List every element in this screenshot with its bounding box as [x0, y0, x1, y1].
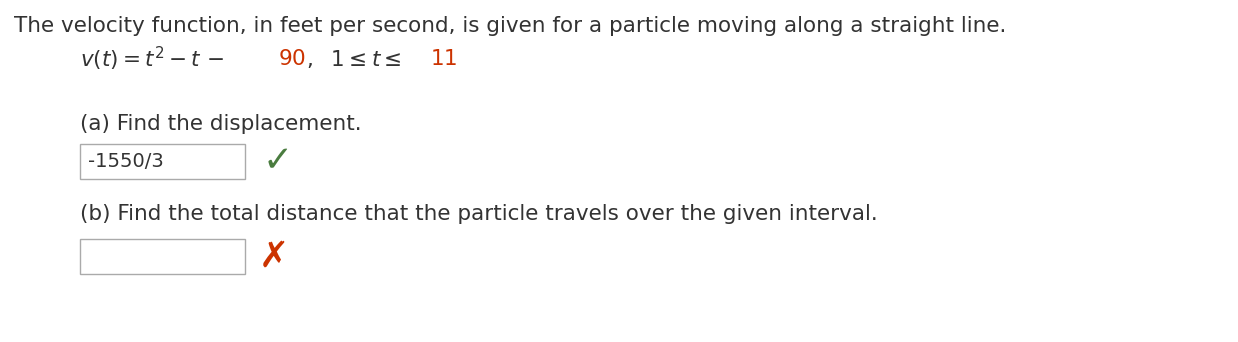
Text: $90$: $90$ [279, 49, 306, 69]
Text: The velocity function, in feet per second, is given for a particle moving along : The velocity function, in feet per secon… [14, 16, 1006, 36]
Bar [80, 239, 245, 274]
Text: ✗: ✗ [259, 239, 290, 274]
Text: -1550/3: -1550/3 [88, 152, 163, 171]
Text: (b) Find the total distance that the particle travels over the given interval.: (b) Find the total distance that the par… [80, 204, 878, 224]
Text: $,\ \ 1 \leq t \leq$: $,\ \ 1 \leq t \leq$ [306, 48, 401, 70]
Text: $v(t) = t^2 - t\,-\,$: $v(t) = t^2 - t\,-\,$ [80, 45, 224, 73]
Text: $11$: $11$ [430, 49, 457, 69]
Text: ✓: ✓ [262, 145, 293, 179]
Text: (a) Find the displacement.: (a) Find the displacement. [80, 114, 361, 134]
Bar [80, 144, 245, 179]
